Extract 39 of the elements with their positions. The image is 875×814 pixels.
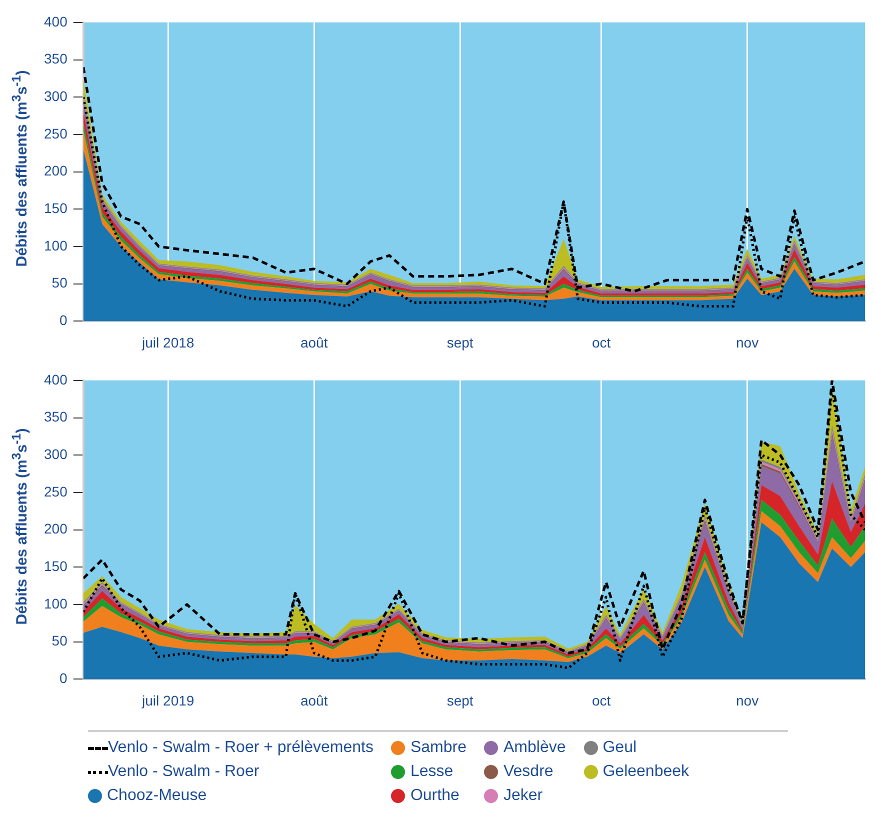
y-tick-label: 200: [44, 162, 68, 179]
y-tick-label: 350: [44, 408, 68, 425]
y-tick-label: 150: [44, 200, 68, 216]
x-tick-label: août: [300, 334, 328, 350]
y-tick-label: 400: [44, 371, 68, 388]
y-tick-label: 300: [44, 88, 68, 104]
y-tick-label: 50: [52, 632, 68, 649]
y-tick-label: 100: [44, 595, 68, 612]
legend-label: Ourthe: [410, 787, 460, 805]
x-tick-label: oct: [592, 334, 611, 350]
legend-label: Geul: [602, 739, 637, 757]
y-tick-label: 0: [60, 670, 68, 686]
y-tick-label: 50: [52, 274, 68, 291]
x-tick-label: oct: [592, 692, 611, 708]
legend-label: Chooz-Meuse: [107, 787, 207, 805]
y-tick-label: 150: [44, 558, 68, 574]
legend-label: Vesdre: [503, 763, 554, 781]
legend-label: Jeker: [503, 787, 543, 805]
legend-label: Venlo - Swalm - Roer + prélèvements: [108, 739, 374, 757]
legend-label: Lesse: [410, 763, 454, 781]
x-tick-label: nov: [736, 334, 759, 350]
legend-label: Venlo - Swalm - Roer: [108, 763, 260, 781]
x-tick-label: sept: [446, 692, 474, 708]
y-tick-label: 250: [44, 483, 68, 500]
y-tick-label: 250: [44, 125, 68, 142]
y-tick-label: 400: [44, 13, 68, 30]
x-tick-label: juil 2019: [141, 692, 194, 708]
legend-label: Amblève: [503, 739, 566, 757]
x-tick-label: août: [300, 692, 328, 708]
legend-label: Sambre: [410, 739, 466, 757]
y-tick-label: 0: [60, 312, 68, 328]
x-tick-label: juil 2018: [141, 334, 194, 350]
y-tick-label: 350: [44, 50, 68, 67]
y-tick-label: 300: [44, 446, 68, 462]
legend-label: Geleenbeek: [602, 763, 690, 781]
y-tick-label: 100: [44, 237, 68, 254]
x-tick-label: nov: [736, 692, 759, 708]
x-tick-label: sept: [446, 334, 474, 350]
y-tick-label: 200: [44, 520, 68, 537]
